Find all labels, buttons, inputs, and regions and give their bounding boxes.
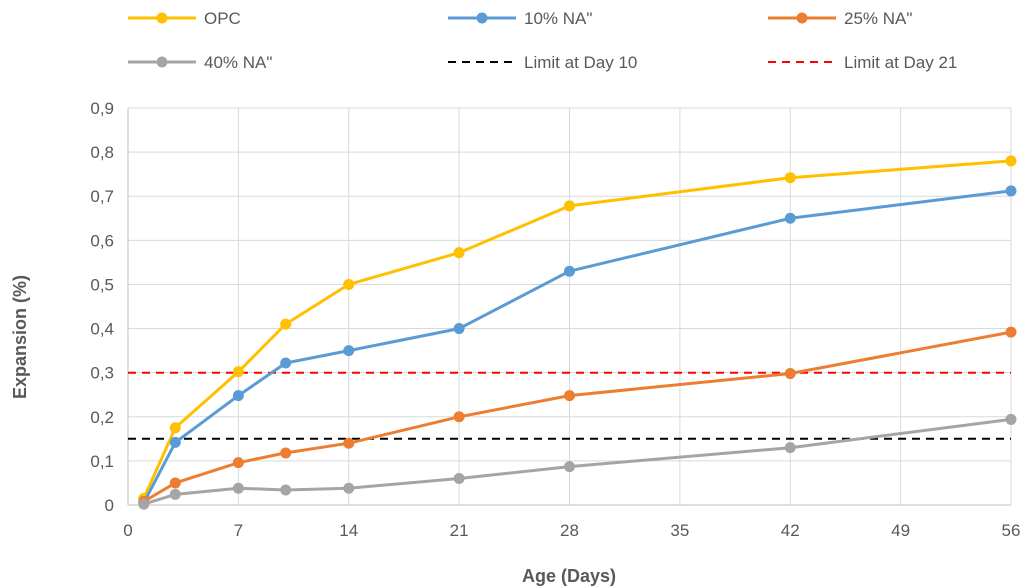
legend-label: 40% NA" <box>204 53 272 72</box>
series-40-na <box>138 413 1017 510</box>
data-point <box>169 488 181 500</box>
series-layer <box>128 155 1017 510</box>
y-tick-label: 0,2 <box>90 408 114 427</box>
data-point <box>138 498 150 510</box>
y-tick-label: 0,3 <box>90 364 114 383</box>
tick-labels: 0 0,1 0,2 0,3 0,4 0,5 0,6 0,7 0,8 0,9 0 7 14 21 28 35 42… <box>90 99 1020 540</box>
data-point <box>784 212 796 224</box>
y-tick-label: 0,4 <box>90 320 114 339</box>
legend-item: 40% NA" <box>128 53 272 72</box>
data-point <box>453 323 465 335</box>
data-point <box>564 461 575 473</box>
legend-label: Limit at Day 21 <box>844 53 957 72</box>
legend-label: 25% NA" <box>844 9 912 28</box>
x-tick-label: 0 <box>123 521 132 540</box>
x-tick-label: 35 <box>670 521 689 540</box>
x-tick-label: 7 <box>234 521 243 540</box>
legend-marker <box>476 12 488 24</box>
x-tick-label: 49 <box>891 521 910 540</box>
x-tick-label: 21 <box>450 521 469 540</box>
data-point <box>232 390 244 402</box>
data-point <box>343 482 355 494</box>
data-point <box>1005 413 1017 425</box>
data-point <box>280 318 292 330</box>
data-point <box>784 442 796 454</box>
legend-item: 25% NA" <box>768 9 912 28</box>
legend-item: Limit at Day 10 <box>448 53 637 72</box>
series-line <box>142 159 1012 500</box>
data-point <box>232 457 244 469</box>
grid-lines <box>128 107 1012 505</box>
x-tick-label: 42 <box>781 521 800 540</box>
data-point <box>453 247 465 259</box>
legend-marker <box>156 12 168 24</box>
data-point <box>784 172 796 184</box>
data-point <box>343 278 355 290</box>
x-axis-title: Age (Days) <box>522 566 616 586</box>
legend: OPC 10% NA" 25% NA" 40% NA" Limit at Day 10 L… <box>128 9 957 72</box>
data-point <box>280 484 292 496</box>
data-point <box>232 366 244 378</box>
data-point <box>564 390 575 402</box>
x-tick-label: 28 <box>560 521 579 540</box>
data-point <box>169 477 181 489</box>
x-tick-label: 56 <box>1002 521 1021 540</box>
y-tick-label: 0,7 <box>90 187 114 206</box>
y-tick-label: 0,1 <box>90 452 114 471</box>
data-point <box>1005 155 1017 167</box>
series-10-na <box>138 185 1017 509</box>
legend-marker <box>156 56 168 68</box>
legend-item: Limit at Day 21 <box>768 53 957 72</box>
data-point <box>564 265 575 277</box>
data-point <box>453 411 465 423</box>
y-tick-label: 0,9 <box>90 99 114 118</box>
data-point <box>280 447 292 459</box>
legend-label: OPC <box>204 9 241 28</box>
legend-label: Limit at Day 10 <box>524 53 637 72</box>
y-tick-label: 0,6 <box>90 231 114 250</box>
data-point <box>343 345 355 357</box>
x-tick-label: 14 <box>339 521 358 540</box>
legend-marker <box>796 12 808 24</box>
data-point <box>169 436 181 448</box>
y-axis-title: Expansion (%) <box>10 275 30 399</box>
legend-item: 10% NA" <box>448 9 592 28</box>
data-point <box>784 368 796 380</box>
y-tick-label: 0,5 <box>90 275 114 294</box>
data-point <box>1005 185 1017 197</box>
data-point <box>232 482 244 494</box>
legend-item: OPC <box>128 9 241 28</box>
series-line <box>143 417 1012 506</box>
legend-label: 10% NA" <box>524 9 592 28</box>
data-point <box>453 473 465 485</box>
y-tick-label: 0 <box>105 496 114 515</box>
data-point <box>564 200 575 212</box>
data-point <box>1005 326 1017 338</box>
y-tick-label: 0,8 <box>90 143 114 162</box>
data-point <box>280 357 292 369</box>
data-point <box>343 437 355 449</box>
data-point <box>169 422 181 434</box>
